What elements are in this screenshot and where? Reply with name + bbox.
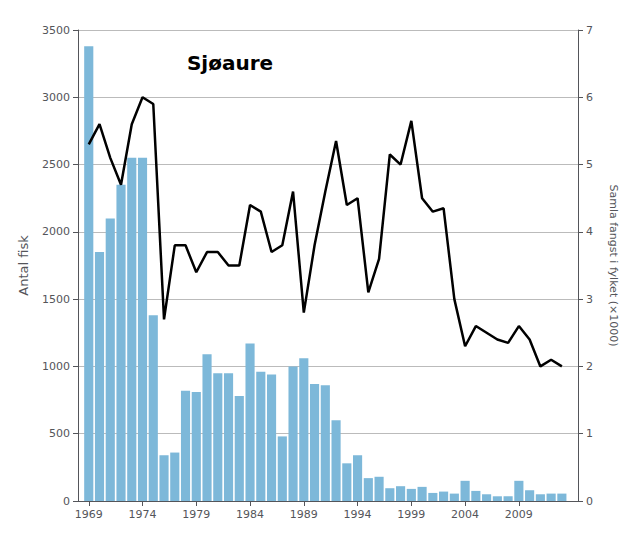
svg-text:1999: 1999 [397, 508, 425, 521]
svg-text:3: 3 [586, 293, 593, 306]
svg-text:2009: 2009 [505, 508, 533, 521]
svg-text:2: 2 [586, 360, 593, 373]
svg-text:1000: 1000 [42, 360, 70, 373]
svg-text:3000: 3000 [42, 91, 70, 104]
svg-text:1969: 1969 [75, 508, 103, 521]
svg-text:Sjøaure: Sjøaure [187, 51, 273, 75]
svg-text:0: 0 [586, 495, 593, 508]
svg-text:4: 4 [586, 225, 593, 238]
svg-text:2000: 2000 [42, 225, 70, 238]
svg-text:1989: 1989 [290, 508, 318, 521]
svg-text:1984: 1984 [236, 508, 264, 521]
svg-text:500: 500 [49, 427, 70, 440]
svg-text:Samla fangst i fylket (×1000): Samla fangst i fylket (×1000) [607, 185, 620, 347]
svg-text:1: 1 [586, 427, 593, 440]
svg-text:1974: 1974 [129, 508, 157, 521]
svg-text:6: 6 [586, 91, 593, 104]
svg-text:3500: 3500 [42, 24, 70, 37]
svg-text:Antal fisk: Antal fisk [16, 235, 31, 296]
svg-text:1994: 1994 [344, 508, 372, 521]
svg-text:1979: 1979 [182, 508, 210, 521]
svg-text:0: 0 [63, 495, 70, 508]
svg-text:7: 7 [586, 24, 593, 37]
svg-text:5: 5 [586, 158, 593, 171]
svg-text:1500: 1500 [42, 293, 70, 306]
svg-text:2500: 2500 [42, 158, 70, 171]
svg-text:2004: 2004 [451, 508, 479, 521]
